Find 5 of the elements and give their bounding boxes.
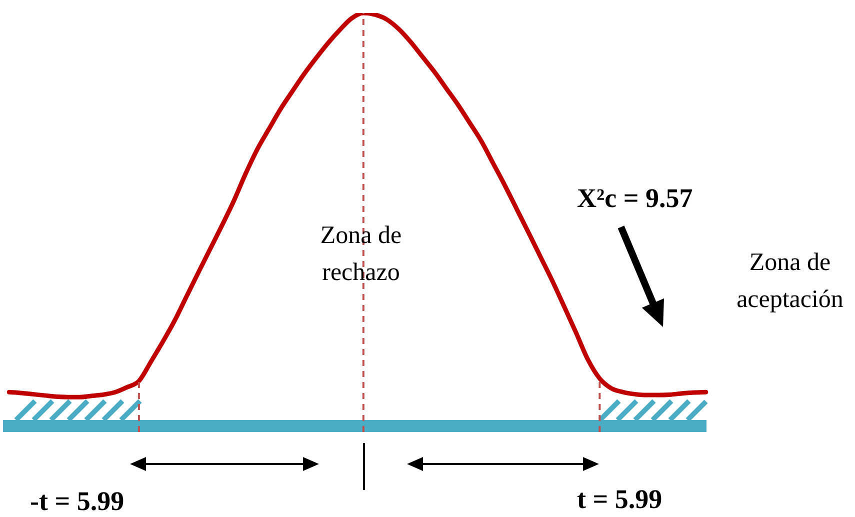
text: -t = 5.99 — [30, 486, 124, 516]
annotation: Zona de rechazo — [320, 222, 402, 286]
annotation: X²c = 9.57 — [577, 183, 693, 213]
text: t = 5.99 — [577, 484, 662, 514]
text: Zona de aceptación — [736, 249, 844, 313]
